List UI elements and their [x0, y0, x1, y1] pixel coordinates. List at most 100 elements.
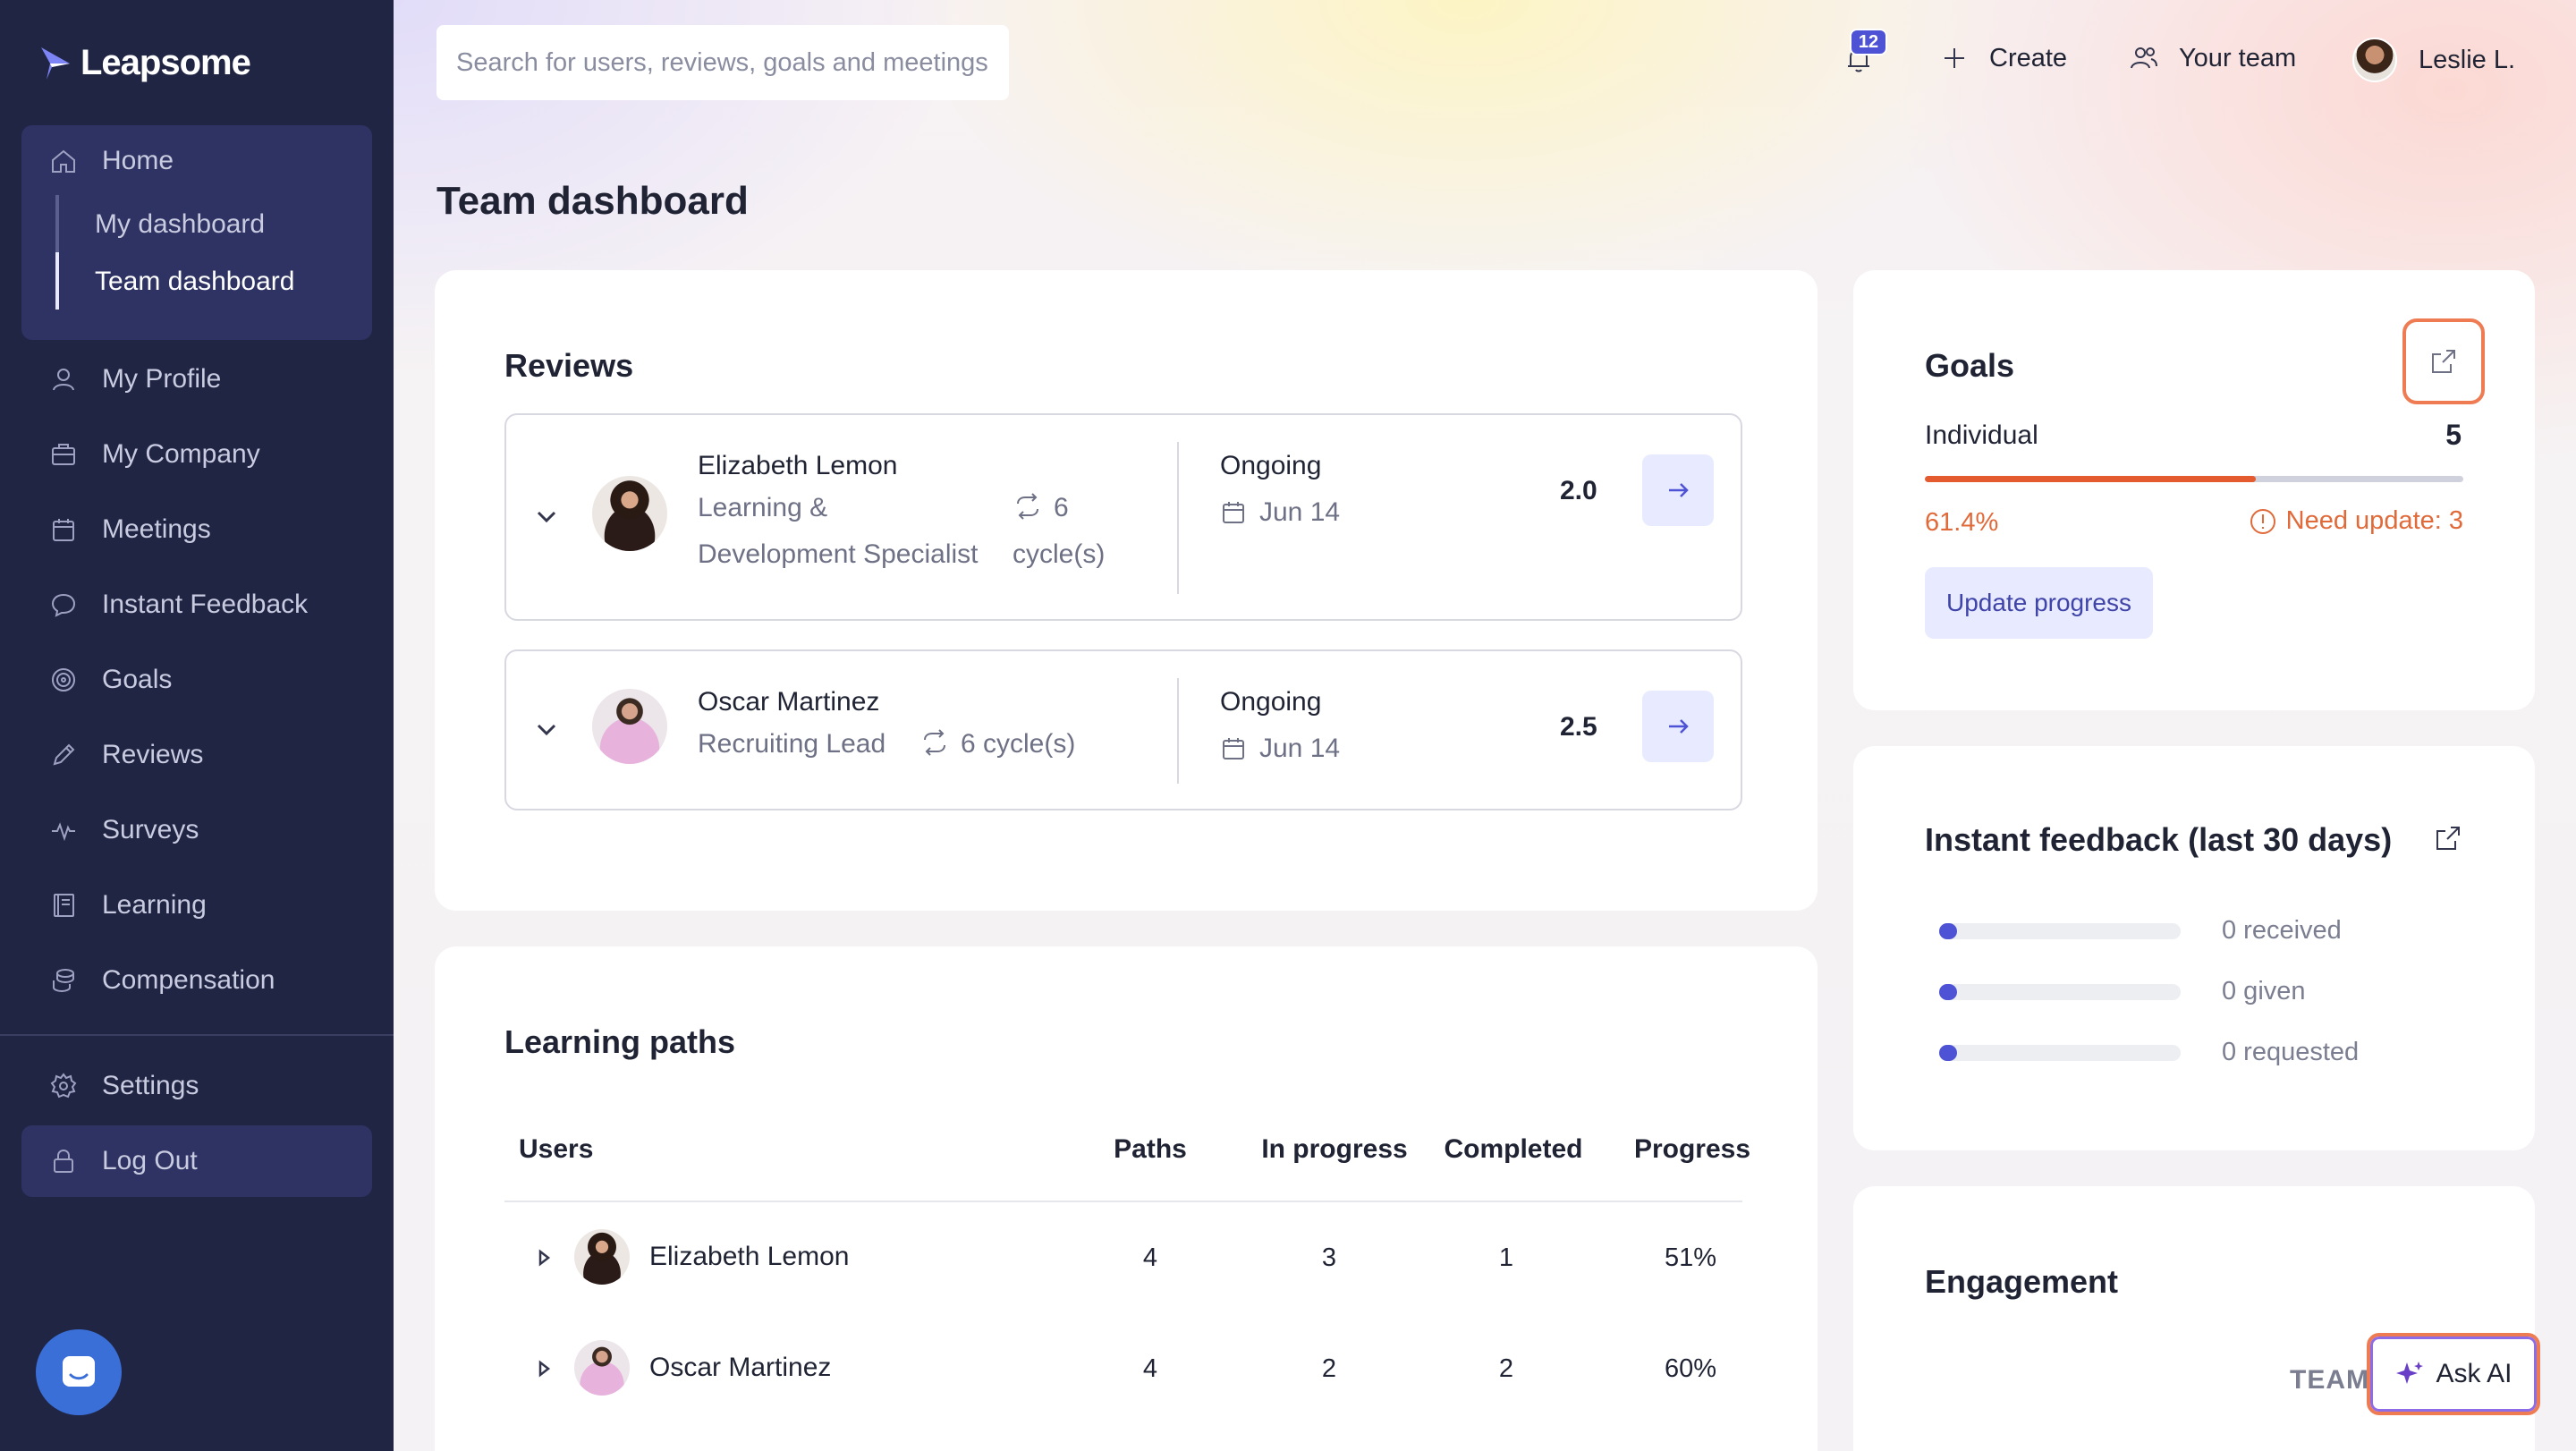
update-progress-button[interactable]: Update progress	[1925, 567, 2154, 639]
sidebar-item-reviews[interactable]: Reviews	[21, 719, 372, 791]
book-icon	[48, 890, 79, 921]
sidebar-item-label: Reviews	[102, 740, 204, 769]
chevron-down-icon[interactable]	[533, 716, 560, 742]
avatar	[592, 689, 667, 764]
sidebar-item-meetings[interactable]: Meetings	[21, 494, 372, 565]
cycles-count: 6	[1054, 493, 1069, 522]
review-status: Ongoing	[1220, 687, 1322, 717]
arrow-right-icon	[1669, 719, 1689, 734]
open-review-button[interactable]	[1642, 691, 1714, 762]
goals-progress-percent: 61.4%	[1925, 508, 1999, 537]
review-score: 2.0	[1560, 476, 1597, 505]
sidebar-item-label: Meetings	[102, 514, 211, 544]
open-review-button[interactable]	[1642, 454, 1714, 526]
pulse-icon	[48, 815, 79, 845]
sidebar-item-surveys[interactable]: Surveys	[21, 794, 372, 866]
calendar-icon	[1223, 502, 1244, 523]
review-row[interactable]: Elizabeth Lemon Learning & Development S…	[504, 413, 1742, 621]
column-header-users: Users	[519, 1134, 594, 1164]
sidebar-item-my-profile[interactable]: My Profile	[21, 344, 372, 415]
page-title: Team dashboard	[436, 179, 749, 223]
sidebar-item-label: Goals	[102, 665, 173, 694]
plus-icon	[1945, 48, 1964, 68]
date-text: Jun 14	[1259, 497, 1341, 527]
sidebar-divider	[0, 1034, 394, 1036]
sidebar-item-label: Instant Feedback	[102, 590, 309, 619]
sidebar-item-learning[interactable]: Learning	[21, 870, 372, 941]
chevron-down-icon[interactable]	[533, 503, 560, 530]
leapsome-logo[interactable]: Leapsome	[39, 43, 251, 83]
column-header-in-progress: In progress	[1261, 1134, 1408, 1164]
expand-caret-icon[interactable]	[535, 1249, 553, 1267]
your-team-button[interactable]: Your team	[2129, 43, 2296, 73]
review-date: Jun 14	[1220, 497, 1340, 528]
home-group	[21, 125, 372, 340]
requested-label: 0 requested	[2222, 1038, 2360, 1066]
sidebar-item-team-dashboard[interactable]: Team dashboard	[95, 267, 295, 296]
instant-feedback-card: Instant feedback (last 30 days) 0 receiv…	[1853, 746, 2535, 1150]
paths-count: 4	[1142, 1243, 1158, 1272]
in-progress-count: 3	[1321, 1243, 1337, 1272]
sidebar-item-label: Learning	[102, 890, 207, 920]
repeat-icon	[924, 729, 945, 756]
team-icon	[2131, 47, 2157, 69]
sidebar-item-my-company[interactable]: My Company	[21, 419, 372, 490]
learning-user-name: Oscar Martinez	[649, 1353, 832, 1382]
chat-icon	[48, 590, 79, 620]
sidebar-item-goals[interactable]: Goals	[21, 644, 372, 716]
target-icon	[48, 665, 79, 695]
learning-paths-title: Learning paths	[504, 1023, 736, 1060]
date-text: Jun 14	[1259, 734, 1341, 763]
goals-category: Individual	[1925, 420, 2038, 450]
completed-count: 1	[1498, 1243, 1514, 1272]
sidebar-item-home[interactable]: Home	[21, 125, 372, 197]
column-header-completed: Completed	[1444, 1134, 1583, 1164]
column-header-progress: Progress	[1633, 1134, 1751, 1164]
divider	[1177, 678, 1179, 784]
sidebar-item-label: My Company	[102, 439, 260, 469]
sidebar-item-my-dashboard[interactable]: My dashboard	[95, 209, 266, 239]
cycles-count: 6 cycle(s)	[961, 729, 1076, 759]
sidebar-item-instant-feedback[interactable]: Instant Feedback	[21, 569, 372, 641]
progress-percent: 51%	[1664, 1243, 1717, 1272]
sidebar-item-compensation[interactable]: Compensation	[21, 945, 372, 1016]
notification-badge: 12	[1850, 29, 1887, 55]
open-goals-button[interactable]	[2402, 318, 2485, 404]
cycles-unit: cycle(s)	[1013, 539, 1106, 569]
create-button[interactable]: Create	[1939, 43, 2067, 73]
paths-count: 4	[1142, 1354, 1158, 1383]
review-row[interactable]: Oscar Martinez Recruiting Lead 6 cycle(s…	[504, 649, 1742, 810]
requested-bar	[1939, 1045, 2181, 1061]
sidebar-item-label: Log Out	[102, 1146, 198, 1175]
review-user-role: Learning & Development Specialist	[698, 485, 979, 578]
divider	[1177, 442, 1179, 594]
instant-feedback-title: Instant feedback (last 30 days)	[1925, 821, 2393, 858]
given-bar	[1939, 984, 2181, 1000]
completed-count: 2	[1498, 1354, 1514, 1383]
sidebar-item-logout[interactable]: Log Out	[21, 1125, 372, 1197]
expand-caret-icon[interactable]	[535, 1360, 553, 1378]
logo-text: Leapsome	[80, 43, 251, 82]
ask-ai-button[interactable]: Ask AI	[2367, 1333, 2540, 1415]
learning-paths-card: Learning paths Users Paths In progress C…	[435, 946, 1818, 1451]
main-area: 12 Create Your team Leslie L. Team dashb…	[394, 0, 2576, 1451]
pencil-icon	[48, 740, 79, 770]
sidebar-item-settings[interactable]: Settings	[21, 1050, 372, 1122]
warning-icon	[2250, 508, 2275, 534]
your-team-label: Your team	[2179, 43, 2297, 72]
table-divider	[504, 1201, 1742, 1202]
external-link-icon[interactable]	[2433, 823, 2469, 859]
coins-icon	[48, 965, 79, 996]
sidebar-item-label: Settings	[102, 1071, 199, 1100]
sidebar-item-label: Home	[102, 146, 174, 175]
need-update-warning[interactable]: Need update: 3	[2249, 506, 2463, 536]
avatar	[592, 476, 667, 551]
user-icon	[48, 364, 79, 395]
review-cycles: 6 cycle(s)	[1013, 485, 1105, 578]
received-bar	[1939, 923, 2181, 939]
calendar-icon	[48, 514, 79, 545]
support-chat-button[interactable]	[36, 1329, 122, 1415]
user-menu[interactable]: Leslie L.	[2352, 38, 2515, 82]
leapsome-logo-icon	[41, 47, 70, 80]
search-input[interactable]	[436, 25, 1009, 100]
